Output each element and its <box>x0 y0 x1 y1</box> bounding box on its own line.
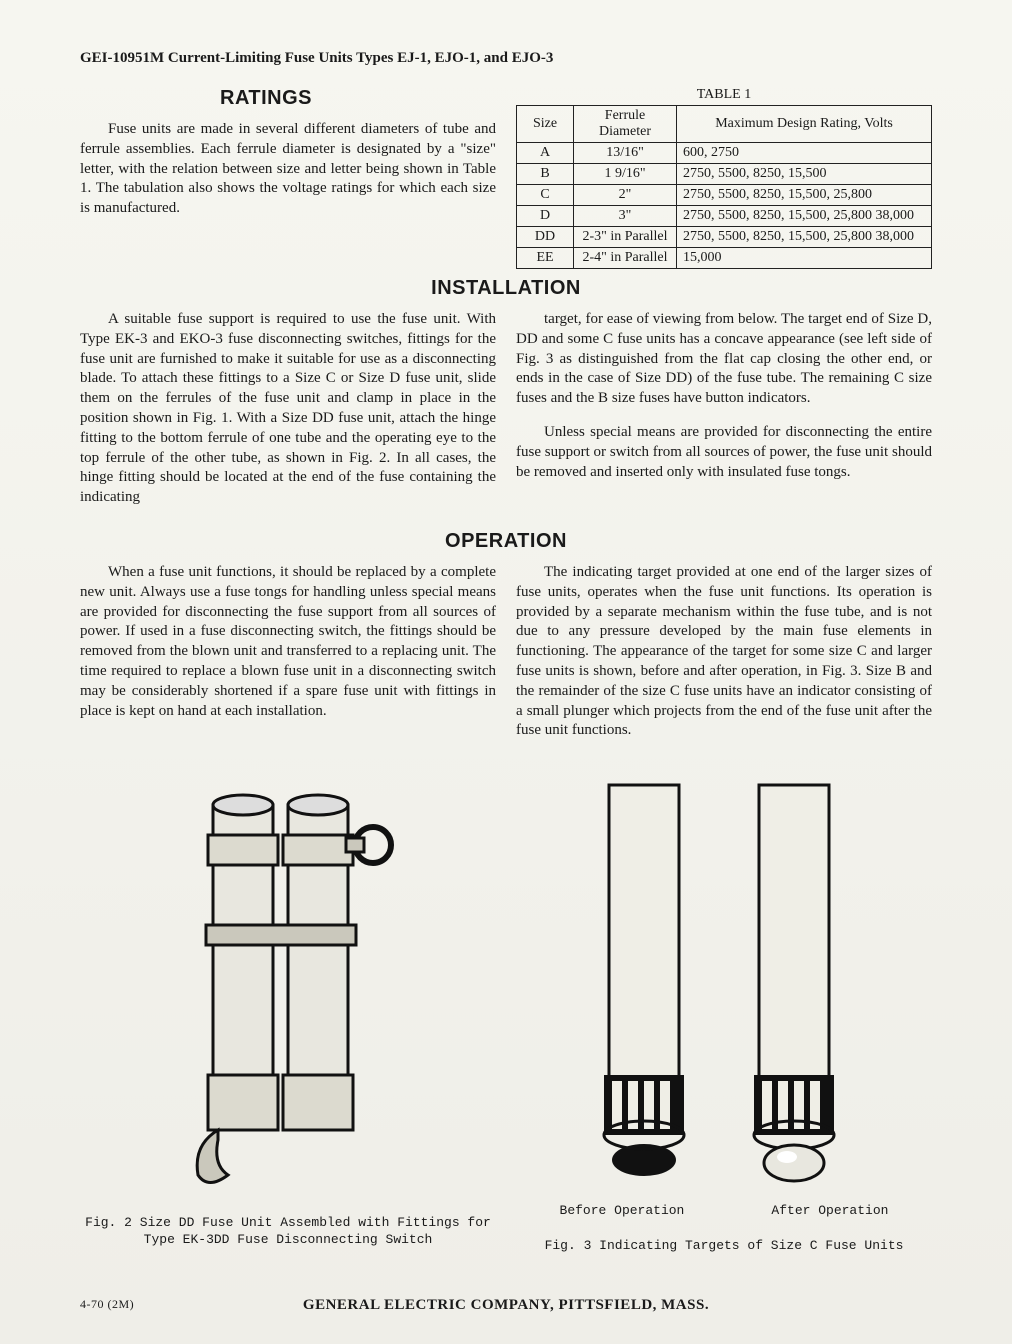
installation-right-1: target, for ease of viewing from below. … <box>516 310 932 409</box>
cell-diameter: 2-3" in Parallel <box>574 227 677 248</box>
ratings-paragraph: Fuse units are made in several different… <box>80 120 496 219</box>
indicating-targets-icon <box>554 775 894 1195</box>
fuse-assembly-icon <box>158 775 418 1195</box>
table-title: TABLE 1 <box>516 87 932 103</box>
cell-size: EE <box>517 248 574 269</box>
label-after: After Operation <box>771 1203 888 1218</box>
cell-volts: 600, 2750 <box>677 143 932 164</box>
footer-company: GENERAL ELECTRIC COMPANY, PITTSFIELD, MA… <box>303 1297 709 1313</box>
table-row: A13/16"600, 2750 <box>517 143 932 164</box>
cell-diameter: 3" <box>574 206 677 227</box>
table-row: B1 9/16"2750, 5500, 8250, 15,500 <box>517 164 932 185</box>
figure-3-sublabels: Before Operation After Operation <box>516 1203 932 1218</box>
document-id: GEI-10951M Current-Limiting Fuse Units T… <box>80 50 932 67</box>
ratings-table: Size Ferrule Diameter Maximum Design Rat… <box>516 105 932 269</box>
table-row: DD2-3" in Parallel2750, 5500, 8250, 15,5… <box>517 227 932 248</box>
heading-installation: INSTALLATION <box>80 277 932 300</box>
heading-ratings: RATINGS <box>220 87 496 110</box>
figure-3-caption: Fig. 3 Indicating Targets of Size C Fuse… <box>516 1238 932 1255</box>
operation-left: When a fuse unit functions, it should be… <box>80 563 496 721</box>
th-diameter: Ferrule Diameter <box>574 106 677 143</box>
label-before: Before Operation <box>560 1203 685 1218</box>
table-row: C2"2750, 5500, 8250, 15,500, 25,800 <box>517 185 932 206</box>
footer-code: 4-70 (2M) <box>80 1297 134 1312</box>
figure-3-illustration <box>516 765 932 1195</box>
cell-volts: 2750, 5500, 8250, 15,500, 25,800 38,000 <box>677 206 932 227</box>
cell-volts: 2750, 5500, 8250, 15,500 <box>677 164 932 185</box>
table-1: TABLE 1 Size Ferrule Diameter Maximum De… <box>516 87 932 269</box>
th-volts: Maximum Design Rating, Volts <box>677 106 932 143</box>
cell-diameter: 13/16" <box>574 143 677 164</box>
table-row: EE2-4" in Parallel15,000 <box>517 248 932 269</box>
figure-2-illustration <box>80 765 496 1195</box>
installation-columns: A suitable fuse support is required to u… <box>80 310 932 522</box>
page: GEI-10951M Current-Limiting Fuse Units T… <box>0 0 1012 1344</box>
operation-columns: When a fuse unit functions, it should be… <box>80 563 932 755</box>
cell-size: B <box>517 164 574 185</box>
cell-volts: 15,000 <box>677 248 932 269</box>
installation-left: A suitable fuse support is required to u… <box>80 310 496 508</box>
figures-row: Fig. 2 Size DD Fuse Unit Assembled with … <box>80 765 932 1255</box>
figure-2: Fig. 2 Size DD Fuse Unit Assembled with … <box>80 765 496 1255</box>
cell-diameter: 2-4" in Parallel <box>574 248 677 269</box>
cell-size: D <box>517 206 574 227</box>
cell-volts: 2750, 5500, 8250, 15,500, 25,800 38,000 <box>677 227 932 248</box>
cell-diameter: 2" <box>574 185 677 206</box>
installation-right-2: Unless special means are provided for di… <box>516 423 932 482</box>
figure-2-caption: Fig. 2 Size DD Fuse Unit Assembled with … <box>80 1215 496 1249</box>
figure-3: Before Operation After Operation Fig. 3 … <box>516 765 932 1255</box>
cell-diameter: 1 9/16" <box>574 164 677 185</box>
th-size: Size <box>517 106 574 143</box>
cell-size: A <box>517 143 574 164</box>
heading-operation: OPERATION <box>80 530 932 553</box>
cell-volts: 2750, 5500, 8250, 15,500, 25,800 <box>677 185 932 206</box>
operation-right: The indicating target provided at one en… <box>516 563 932 741</box>
page-footer: 4-70 (2M) GENERAL ELECTRIC COMPANY, PITT… <box>80 1297 932 1314</box>
cell-size: DD <box>517 227 574 248</box>
ratings-row: RATINGS Fuse units are made in several d… <box>80 87 932 269</box>
table-row: D3"2750, 5500, 8250, 15,500, 25,800 38,0… <box>517 206 932 227</box>
cell-size: C <box>517 185 574 206</box>
